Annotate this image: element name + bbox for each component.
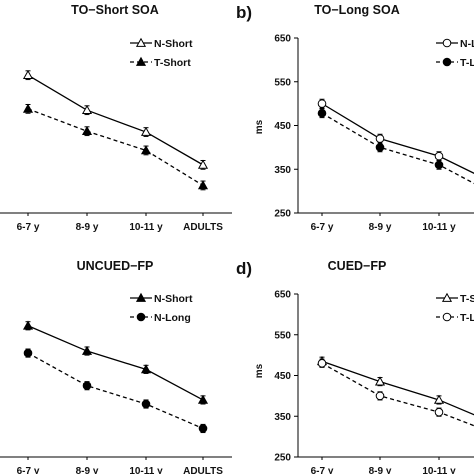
panel-4-series-1-line (321, 360, 474, 416)
panel-2-ytick-label: 450 (274, 121, 291, 132)
panel-2-legend-marker-2 (442, 57, 452, 67)
panel-3: UNCUED−FP 6-7 y 8-9 y 10-11 y ADULTS N-Short… (0, 259, 232, 474)
panel-3-legend-marker-1 (135, 292, 147, 302)
panel-1-xtick-label: ADULTS (183, 222, 223, 233)
panel-1-series-1-point (22, 69, 34, 80)
panel-3-series-2-point (198, 424, 208, 433)
panel-3-xtick-label: 8-9 y (76, 466, 99, 474)
panel-1-series-2-point (140, 145, 152, 155)
panel-2-legend-label-1: N-Lo (460, 38, 474, 50)
panel-1-series-1-line (27, 74, 204, 166)
panel-1: TO−Short SOA 6-7 y 8-9 y 10-11 y ADULTS N-Sh… (0, 3, 232, 233)
panel-2-title: TO−Long SOA (314, 3, 400, 17)
panel-3-plot: 6-7 y 8-9 y 10-11 y ADULTS N-Short N-Long (0, 292, 232, 474)
panel-2-series-1-point (317, 99, 327, 108)
panel-1-title: TO−Short SOA (71, 3, 159, 17)
panel-4-ytick-label: 550 (274, 330, 291, 341)
panel-2-plot: 650 550 450 350 250 6-7 y 8-9 y 10-11 y N-Lo T-Lo (274, 34, 474, 233)
panel-2-series-2-point (317, 108, 327, 118)
panel-4-xtick-label: 6-7 y (311, 466, 334, 474)
panel-4: d) CUED−FP ms 650 550 450 350 250 6-7 y 8-9 y 1… (236, 259, 474, 474)
panel-4-ytick-label: 250 (274, 453, 291, 464)
panel-1-xtick-label: 8-9 y (76, 222, 99, 233)
panel-1-xtick-label: 6-7 y (17, 222, 40, 233)
panel-1-series-1-point (197, 159, 209, 169)
panel-4-legend-label-1: T-Sl (460, 293, 474, 305)
panel-2-series-1-line (321, 103, 474, 175)
panel-2-series-1-point (375, 134, 385, 143)
panel-4-series-1-point (374, 376, 386, 386)
panel-3-series-1-point (140, 364, 152, 374)
panel-2-series-2-point (434, 160, 444, 170)
panel-1-series-2-point (81, 125, 93, 136)
panel-2-legend-marker-1 (442, 38, 452, 48)
panel-4-ytick-label: 450 (274, 371, 291, 382)
panel-2-ylabel: ms (254, 119, 265, 134)
panel-1-legend-label-2: T-Short (154, 57, 191, 69)
panel-3-legend-label-1: N-Short (154, 293, 193, 305)
panel-4-series-2-point (375, 391, 385, 401)
panel-4-legend-label-2: T-Lo (460, 312, 474, 324)
panel-1-plot: 6-7 y 8-9 y 10-11 y ADULTS N-Short T-Short (0, 37, 232, 233)
panel-2-ytick-label: 250 (274, 209, 291, 220)
panel-4-xtick-label: 8-9 y (369, 466, 392, 474)
panel-4-xtick-label: 10-11 y (422, 466, 456, 474)
panel-1-legend-marker-1 (135, 37, 147, 47)
panel-4-series-2-line (321, 362, 474, 427)
panel-4-ytick-label: 350 (274, 412, 291, 423)
panel-2-label: b) (236, 3, 252, 22)
panel-2-ytick-label: 350 (274, 165, 291, 176)
panel-1-xtick-label: 10-11 y (129, 222, 163, 233)
panel-1-legend-label-1: N-Short (154, 38, 193, 50)
panel-1-series-2-line (27, 108, 204, 186)
panel-3-series-1-point (81, 345, 93, 355)
panel-1-series-1-point (140, 126, 152, 136)
panel-2: b) TO−Long SOA ms 650 550 450 350 250 6-7 y 8-… (236, 3, 474, 233)
panel-3-series-2-point (23, 348, 33, 358)
panel-4-title: CUED−FP (328, 259, 387, 273)
panel-2-legend-label-2: T-Lo (460, 57, 474, 69)
panel-4-plot: 650 550 450 350 250 6-7 y 8-9 y 10-11 y T-Sl T-Lo (274, 290, 474, 474)
panel-4-series-2-point (434, 407, 444, 417)
panel-2-xtick-label: 10-11 y (422, 222, 456, 233)
panel-3-series-1-point (22, 320, 34, 330)
panel-2-xtick-label: 6-7 y (311, 222, 334, 233)
panel-3-legend-label-2: N-Long (154, 312, 191, 324)
panel-3-legend-marker-2 (136, 312, 146, 322)
panel-3-series-1-line (27, 325, 204, 401)
panel-3-xtick-label: 10-11 y (129, 466, 163, 474)
panel-3-series-2-point (82, 381, 92, 390)
panel-4-ytick-label: 650 (274, 290, 291, 301)
panel-3-xtick-label: ADULTS (183, 466, 223, 474)
panel-4-label: d) (236, 259, 252, 278)
panel-1-legend-marker-2 (135, 56, 147, 66)
panel-4-legend-marker-1 (441, 292, 453, 302)
panel-4-series-1-point (433, 394, 445, 404)
panel-2-series-2-line (321, 112, 474, 185)
panel-2-ytick-label: 650 (274, 34, 291, 45)
panel-2-ytick-label: 550 (274, 77, 291, 88)
panel-4-ylabel: ms (254, 363, 265, 378)
panel-4-legend-marker-2 (442, 312, 452, 322)
panel-1-series-2-point (197, 180, 209, 190)
panel-2-series-1-point (434, 151, 444, 161)
panel-1-series-1-point (81, 104, 93, 115)
panel-3-series-1-point (197, 394, 209, 404)
panel-2-xtick-label: 8-9 y (369, 222, 392, 233)
panel-4-series-2-point (317, 358, 327, 368)
panel-3-series-2-line (27, 352, 204, 430)
panel-1-series-2-point (22, 103, 34, 113)
panel-3-xtick-label: 6-7 y (17, 466, 40, 474)
panel-3-title: UNCUED−FP (77, 259, 154, 273)
panel-3-series-2-point (141, 399, 151, 409)
panel-2-series-2-point (375, 143, 385, 152)
